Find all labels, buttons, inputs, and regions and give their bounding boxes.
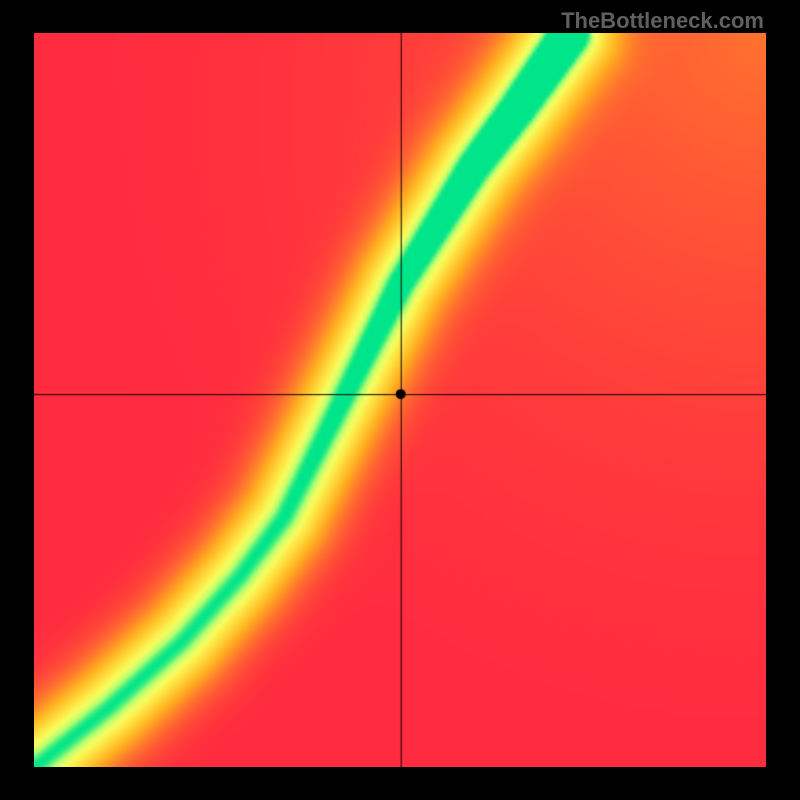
heatmap-overlay (34, 33, 766, 767)
watermark-text: TheBottleneck.com (561, 8, 764, 34)
chart-container: TheBottleneck.com (0, 0, 800, 800)
